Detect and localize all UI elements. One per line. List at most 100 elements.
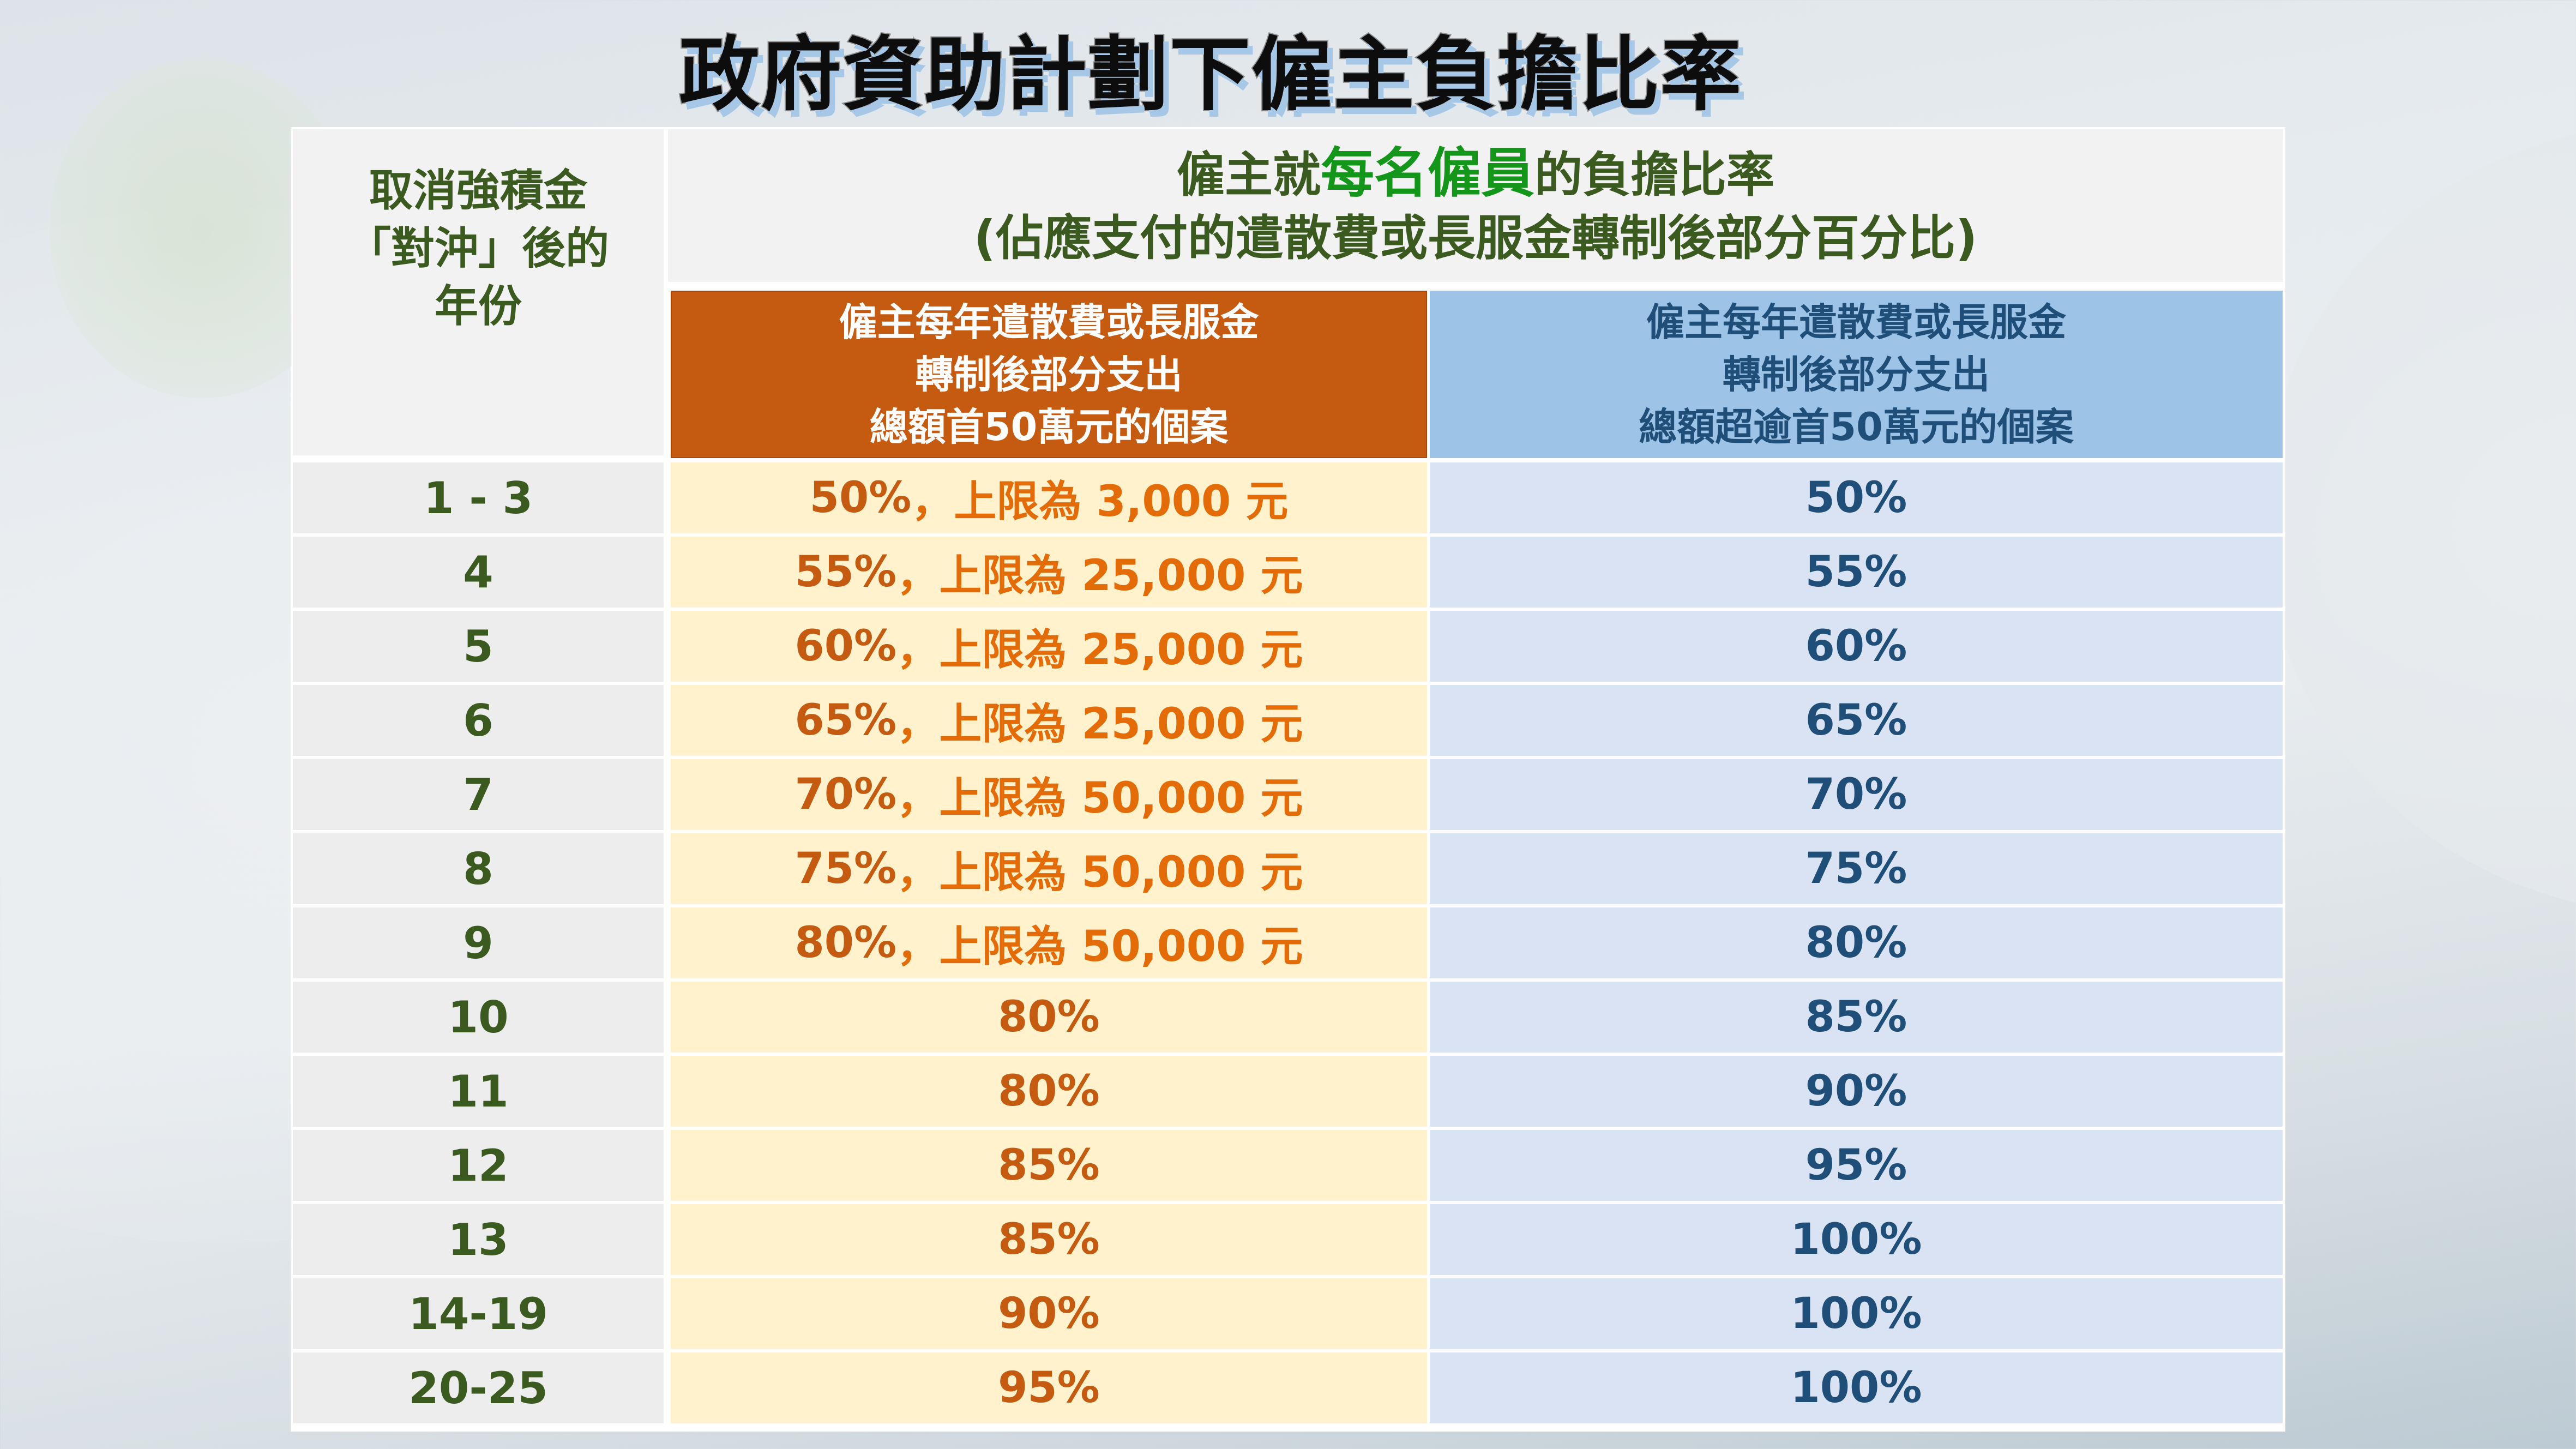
first-500k-rate-cell: 75%，上限為 50,000 元	[671, 833, 1427, 904]
year-cell: 10	[293, 982, 664, 1053]
rate-separator: ，	[896, 700, 940, 749]
first-500k-rate-cell: 60%，上限為 25,000 元	[671, 611, 1427, 682]
header-main-line-2: (佔應支付的遣散費或長服金轉制後部分百分比)	[973, 209, 1978, 266]
rate-separator: ，	[896, 626, 940, 675]
first-500k-rate-cell: 55%，上限為 25,000 元	[671, 537, 1427, 608]
header-year-line-3: 年份	[435, 281, 522, 332]
first-500k-rate: 90%	[998, 1289, 1100, 1338]
first-500k-rate: 75%	[795, 844, 897, 893]
year-value: 6	[463, 695, 493, 746]
exceed-500k-rate: 75%	[1805, 844, 1907, 893]
table-row: 11 80% 90%	[291, 1056, 2285, 1127]
year-value: 13	[448, 1214, 509, 1265]
table-row: 7 70%，上限為 50,000 元 70%	[291, 759, 2285, 830]
exceed-500k-rate-cell: 100%	[1430, 1352, 2283, 1423]
first-500k-rate-cell: 70%，上限為 50,000 元	[671, 759, 1427, 830]
year-cell: 1 - 3	[293, 462, 664, 533]
exceed-500k-rate-cell: 95%	[1430, 1130, 2283, 1201]
exceed-500k-rate: 50%	[1805, 473, 1907, 522]
year-value: 12	[448, 1140, 509, 1191]
year-cell: 7	[293, 759, 664, 830]
exceed-500k-rate-cell: 100%	[1430, 1278, 2283, 1349]
header-main-pre: 僱主就	[1176, 146, 1321, 203]
header-sub-b-line-2: 轉制後部分支出	[1723, 352, 1990, 397]
first-500k-rate: 60%	[795, 622, 897, 671]
year-value: 10	[448, 991, 509, 1043]
exceed-500k-rate-cell: 50%	[1430, 462, 2283, 533]
first-500k-rate-cell: 95%	[671, 1352, 1427, 1423]
header-main-line-1: 僱主就每名僱員的負擔比率	[1177, 142, 1774, 207]
exceed-500k-rate-cell: 85%	[1430, 982, 2283, 1053]
exceed-500k-rate-cell: 75%	[1430, 833, 2283, 904]
first-500k-rate: 80%	[998, 993, 1100, 1042]
table-row: 6 65%，上限為 25,000 元 65%	[291, 685, 2285, 756]
exceed-500k-rate: 65%	[1805, 696, 1907, 745]
first-500k-cap: 上限為 25,000 元	[939, 700, 1303, 749]
table-row: 13 85% 100%	[291, 1204, 2285, 1275]
first-500k-rate: 80%	[998, 1067, 1100, 1116]
year-cell: 4	[293, 537, 664, 608]
exceed-500k-rate: 100%	[1790, 1363, 1922, 1412]
exceed-500k-rate-cell: 60%	[1430, 611, 2283, 682]
header-year-line-2: 「對沖」後的	[347, 223, 609, 274]
table-row: 10 80% 85%	[291, 982, 2285, 1053]
first-500k-rate: 65%	[795, 696, 897, 745]
first-500k-rate: 70%	[795, 770, 897, 819]
first-500k-rate: 95%	[998, 1363, 1100, 1412]
first-500k-cap: 上限為 50,000 元	[939, 848, 1303, 897]
year-value: 1 - 3	[423, 472, 533, 524]
header-sub-a-line-3: 總額首50萬元的個案	[869, 404, 1229, 449]
exceed-500k-rate: 55%	[1805, 548, 1907, 597]
table-row: 12 85% 95%	[291, 1130, 2285, 1201]
first-500k-cap: 上限為 25,000 元	[939, 626, 1303, 675]
year-cell: 5	[293, 611, 664, 682]
first-500k-rate-cell: 65%，上限為 25,000 元	[671, 685, 1427, 756]
year-cell: 8	[293, 833, 664, 904]
rate-separator: ，	[911, 477, 954, 526]
year-cell: 9	[293, 907, 664, 978]
header-sub-b-line-1: 僱主每年遣散費或長服金	[1646, 299, 2066, 345]
first-500k-rate: 55%	[795, 548, 897, 597]
exceed-500k-rate-cell: 100%	[1430, 1204, 2283, 1275]
first-500k-rate: 85%	[998, 1215, 1100, 1264]
exceed-500k-rate: 100%	[1790, 1289, 1922, 1338]
header-first-500k-cases: 僱主每年遣散費或長服金 轉制後部分支出 總額首50萬元的個案	[671, 291, 1427, 458]
exceed-500k-rate: 100%	[1790, 1215, 1922, 1264]
year-value: 7	[463, 769, 493, 820]
exceed-500k-rate: 90%	[1805, 1067, 1907, 1116]
first-500k-rate: 50%	[809, 473, 912, 522]
first-500k-cap: 上限為 50,000 元	[939, 922, 1303, 971]
first-500k-rate: 85%	[998, 1141, 1100, 1190]
exceed-500k-rate-cell: 55%	[1430, 537, 2283, 608]
rate-separator: ，	[896, 551, 940, 600]
year-cell: 14-19	[293, 1278, 664, 1349]
first-500k-cap: 上限為 3,000 元	[954, 477, 1289, 526]
year-value: 14-19	[408, 1288, 548, 1339]
employer-share-table: 取消強積金 「對沖」後的 年份 僱主就每名僱員的負擔比率 (佔應支付的遣散費或長…	[291, 127, 2285, 1432]
table-row: 9 80%，上限為 50,000 元 80%	[291, 907, 2285, 978]
year-cell: 20-25	[293, 1352, 664, 1423]
first-500k-cap: 上限為 50,000 元	[939, 774, 1303, 823]
background-shape-right	[2263, 123, 2576, 913]
year-cell: 11	[293, 1056, 664, 1127]
first-500k-rate-cell: 80%，上限為 50,000 元	[671, 907, 1427, 978]
header-main: 僱主就每名僱員的負擔比率 (佔應支付的遣散費或長服金轉制後部分百分比)	[668, 129, 2283, 282]
exceed-500k-rate: 60%	[1805, 622, 1907, 671]
table-row: 20-25 95% 100%	[291, 1352, 2285, 1423]
first-500k-rate-cell: 80%	[671, 982, 1427, 1053]
header-exceed-500k-cases: 僱主每年遣散費或長服金 轉制後部分支出 總額超逾首50萬元的個案	[1430, 291, 2283, 458]
table-row: 5 60%，上限為 25,000 元 60%	[291, 611, 2285, 682]
year-value: 11	[448, 1066, 509, 1117]
exceed-500k-rate-cell: 65%	[1430, 685, 2283, 756]
header-sub-b-line-3: 總額超逾首50萬元的個案	[1639, 404, 2074, 449]
header-sub-a-line-2: 轉制後部分支出	[915, 352, 1183, 397]
first-500k-rate-cell: 50%，上限為 3,000 元	[671, 462, 1427, 533]
year-value: 4	[463, 546, 493, 598]
first-500k-cap: 上限為 25,000 元	[939, 551, 1303, 600]
exceed-500k-rate: 85%	[1805, 993, 1907, 1042]
year-value: 8	[463, 843, 493, 894]
rate-separator: ，	[896, 848, 940, 897]
first-500k-rate-cell: 85%	[671, 1130, 1427, 1201]
exceed-500k-rate-cell: 80%	[1430, 907, 2283, 978]
header-sub-a-line-1: 僱主每年遣散費或長服金	[839, 299, 1259, 345]
